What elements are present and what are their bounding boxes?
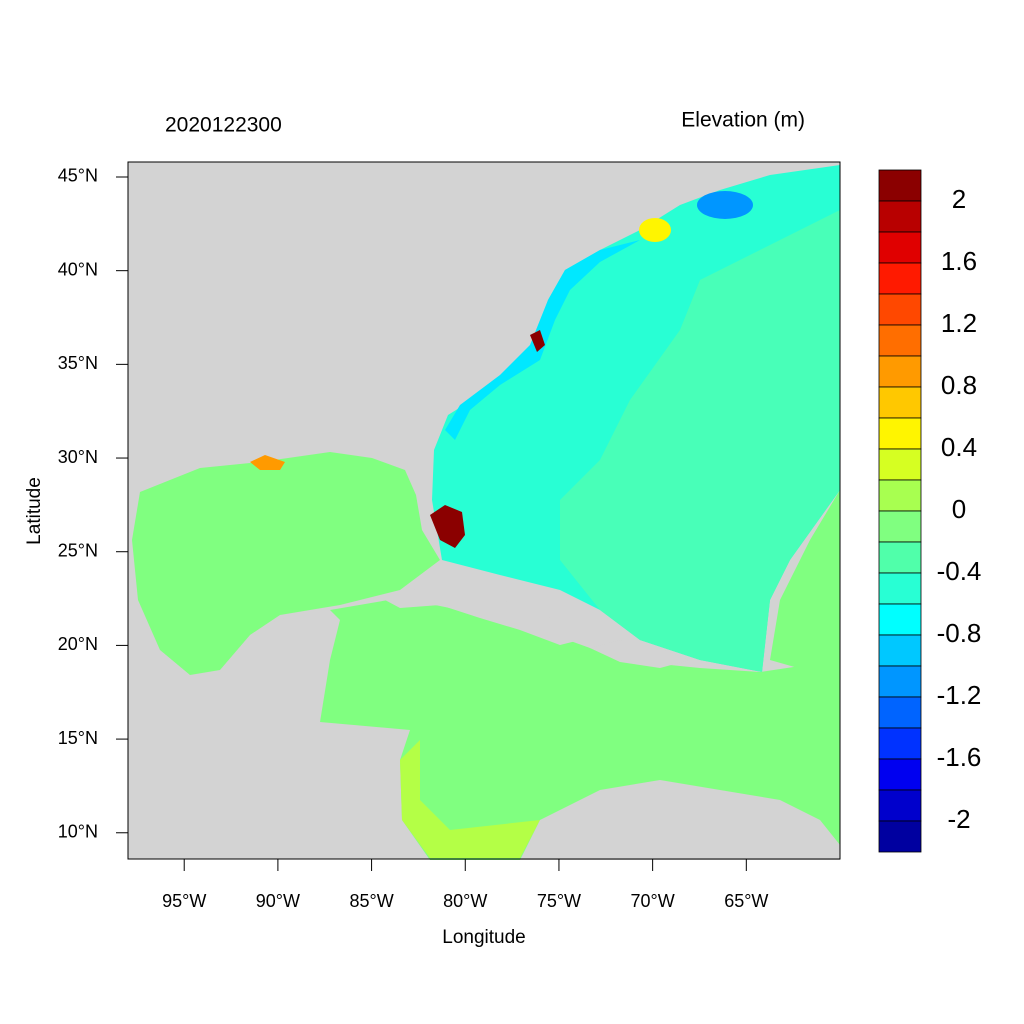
colorbar-box — [878, 355, 922, 388]
colorbar-box — [878, 324, 922, 357]
carolina-surge — [530, 330, 545, 352]
x-tick-label: 85°W — [349, 891, 393, 911]
colorbar-box — [878, 603, 922, 636]
y-tick-label: 40°N — [58, 259, 98, 279]
colorbar-box — [878, 169, 922, 202]
colorbar-label: 0.4 — [941, 432, 977, 462]
plot-frame — [127, 161, 841, 860]
x-axis-label: Longitude — [442, 927, 525, 948]
title: 2020122300 — [165, 114, 282, 137]
map-area — [127, 161, 841, 860]
colorbar-box — [878, 231, 922, 264]
colorbar-label: -0.8 — [937, 618, 982, 648]
cape-cod-high — [639, 218, 671, 242]
colorbar-box — [878, 417, 922, 450]
colorbar-box — [878, 758, 922, 791]
colorbar-box — [878, 634, 922, 667]
colorbar-label: -0.4 — [937, 556, 982, 586]
colorbar-box — [878, 696, 922, 729]
colorbar-box — [878, 200, 922, 233]
yucatan — [260, 612, 335, 720]
colorbar-box — [878, 386, 922, 419]
colorbar-box — [878, 572, 922, 605]
cuba — [385, 588, 580, 645]
colorbar-label: 2 — [952, 184, 966, 214]
atlantic-water-east — [560, 210, 840, 672]
gulf-water — [132, 452, 440, 675]
gulf-coast-surge — [250, 455, 285, 470]
y-tick-label: 15°N — [58, 728, 98, 748]
gulf-of-maine-low — [697, 191, 753, 219]
colorbar-box — [878, 727, 922, 760]
y-tick-label: 45°N — [58, 166, 98, 186]
caribbean-shelf — [400, 740, 540, 858]
colorbar-box — [878, 665, 922, 698]
colorbar-box — [878, 262, 922, 295]
subtitle: Elevation (m) — [681, 109, 805, 132]
colorbar-label: -1.6 — [937, 742, 982, 772]
colorbar-label: -1.2 — [937, 680, 982, 710]
colorbar-box — [878, 479, 922, 512]
y-axis-label: Latitude — [24, 477, 45, 545]
colorbar-box — [878, 789, 922, 822]
colorbar-label: 0.8 — [941, 370, 977, 400]
colorbar-box — [878, 448, 922, 481]
x-tick-label: 90°W — [256, 891, 300, 911]
colorbar-box — [878, 510, 922, 543]
colorbar-label: 0 — [952, 494, 966, 524]
x-tick-label: 80°W — [443, 891, 487, 911]
colorbar-label: -2 — [947, 804, 970, 834]
x-tick-label: 70°W — [631, 891, 675, 911]
colorbar-label: 1.2 — [941, 308, 977, 338]
x-tick-label: 75°W — [537, 891, 581, 911]
hispaniola — [590, 640, 690, 668]
south-america — [520, 780, 840, 860]
colorbar-box — [878, 820, 922, 853]
y-tick-label: 35°N — [58, 353, 98, 373]
y-tick-label: 25°N — [58, 540, 98, 560]
y-tick-label: 20°N — [58, 634, 98, 654]
colorbar-label: 1.6 — [941, 246, 977, 276]
x-tick-label: 65°W — [724, 891, 768, 911]
y-tick-label: 30°N — [58, 447, 98, 467]
florida-surge — [430, 505, 465, 548]
colorbar-box — [878, 541, 922, 574]
x-tick-label: 95°W — [162, 891, 206, 911]
atlantic-water-far-east — [770, 490, 840, 680]
y-tick-label: 10°N — [58, 822, 98, 842]
colorbar-box — [878, 293, 922, 326]
